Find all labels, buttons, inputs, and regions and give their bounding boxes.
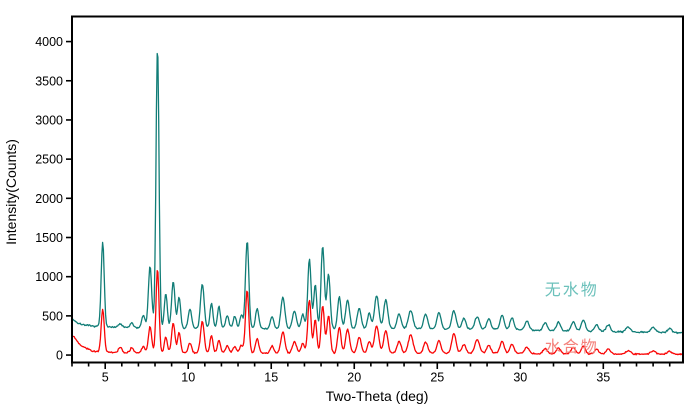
- series-label-无水物: 无水物: [545, 281, 599, 299]
- y-tick-label: 3000: [35, 113, 63, 127]
- trace-水合物: [71, 269, 684, 356]
- plot-area: [72, 16, 683, 363]
- y-tick-label: 0: [56, 349, 63, 363]
- y-tick-label: 2500: [35, 153, 63, 167]
- y-tick-label: 4000: [35, 35, 63, 49]
- axis-tick-labels: 5 10 15 20 25 30 35 0 500 1000 1500 2000 2500 3000 350…: [35, 35, 610, 384]
- series-label-水合物: 水合物: [545, 338, 599, 356]
- x-tick-label: 10: [181, 371, 195, 385]
- plot-frame: [71, 15, 684, 364]
- x-axis-title: Two-Theta (deg): [326, 388, 429, 404]
- y-tick-label: 2000: [35, 192, 63, 206]
- x-tick-label: 25: [430, 371, 444, 385]
- x-tick-label: 15: [264, 371, 278, 385]
- y-axis-title: Intensity(Counts): [3, 139, 19, 245]
- x-tick-label: 20: [347, 371, 361, 385]
- y-tick-label: 500: [42, 309, 63, 323]
- y-tick-label: 3500: [35, 74, 63, 88]
- x-tick-label: 30: [513, 371, 527, 385]
- x-tick-label: 35: [596, 371, 610, 385]
- x-tick-label: 5: [102, 371, 109, 385]
- y-tick-label: 1000: [35, 270, 63, 284]
- trace-无水物: [71, 52, 684, 335]
- diffraction-traces: [71, 52, 684, 356]
- y-tick-label: 1500: [35, 231, 63, 245]
